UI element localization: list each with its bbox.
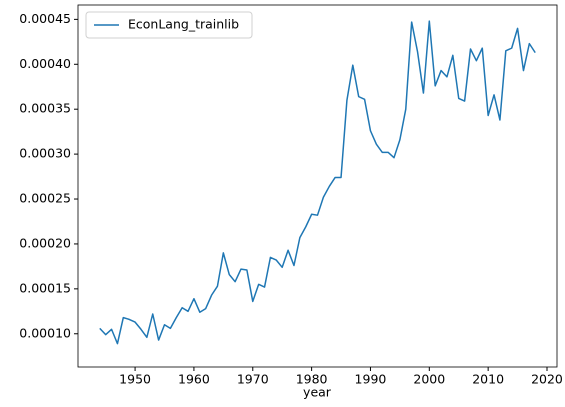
y-tick-label: 0.00030 [19, 146, 71, 161]
x-axis-label: year [303, 385, 332, 400]
y-tick-label: 0.00020 [19, 235, 71, 250]
x-tick-label: 2010 [472, 372, 504, 387]
x-tick-label: 1990 [355, 372, 387, 387]
y-tick-label: 0.00040 [19, 56, 71, 71]
x-tick-label: 1960 [178, 372, 210, 387]
x-tick-label: 1950 [119, 372, 151, 387]
y-tick-label: 0.00025 [19, 191, 71, 206]
x-tick-label: 1970 [237, 372, 269, 387]
legend-label: EconLang_trainlib [128, 17, 239, 32]
legend-box [85, 11, 253, 39]
x-tick-label: 2000 [413, 372, 445, 387]
line-series [99, 20, 536, 345]
axes-frame [77, 4, 558, 368]
y-tick-label: 0.00045 [19, 11, 71, 26]
y-tick-label: 0.00035 [19, 101, 71, 116]
y-tick-label: 0.00010 [19, 325, 71, 340]
x-tick-label: 2020 [531, 372, 563, 387]
x-tick-label: 1980 [296, 372, 328, 387]
y-tick-label: 0.00015 [19, 280, 71, 295]
